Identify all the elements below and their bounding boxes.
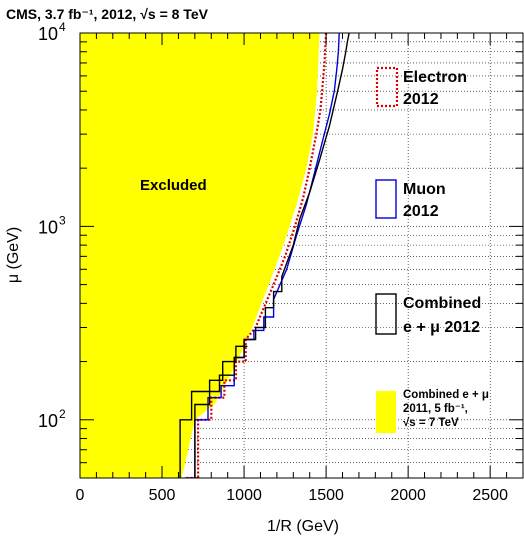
x-tick-label: 1500 — [308, 487, 344, 504]
series-line-muon — [185, 33, 340, 478]
series-line-combined — [194, 33, 350, 478]
y-tick-exponent: 4 — [59, 20, 66, 34]
legend-label-combined: Combined — [403, 295, 481, 312]
series-line-electron — [186, 33, 328, 478]
x-tick-label: 1000 — [226, 487, 262, 504]
legend-label-combined: e + μ 2012 — [403, 319, 480, 336]
legend-label-muon: Muon — [403, 181, 446, 198]
y-tick-exponent: 2 — [59, 407, 66, 421]
x-tick-label: 500 — [149, 487, 176, 504]
y-tick-label: 10 — [38, 217, 58, 237]
series-line-combined — [179, 345, 248, 478]
y-axis-label: μ (GeV) — [5, 227, 22, 283]
legend-swatch-electron — [375, 66, 399, 108]
x-axis-label: 1/R (GeV) — [267, 518, 339, 535]
y-tick-label: 10 — [38, 411, 58, 431]
chart-title: CMS, 3.7 fb⁻¹, 2012, √s = 8 TeV — [6, 6, 209, 22]
x-tick-label: 2500 — [472, 487, 508, 504]
legend-label-electron: Electron — [403, 69, 467, 86]
legend: Electron 2012 Muon 2012 Combined e + μ 2012 Co… — [375, 66, 489, 433]
x-tick-label: 2000 — [390, 487, 426, 504]
x-tick-label: 0 — [76, 487, 85, 504]
y-tick-label: 10 — [38, 24, 58, 44]
legend-label-2011: √s = 7 TeV — [403, 416, 459, 429]
legend-swatch-combined — [375, 293, 397, 335]
y-tick-exponent: 3 — [59, 213, 66, 227]
legend-label-muon: 2012 — [403, 203, 439, 220]
legend-swatch-muon — [375, 179, 397, 219]
legend-label-2011: 2011, 5 fb⁻¹, — [403, 403, 468, 415]
excluded-annotation: Excluded — [140, 177, 207, 194]
grid-lines — [80, 33, 523, 478]
exclusion-region-2011 — [80, 33, 320, 478]
legend-label-electron: 2012 — [403, 91, 439, 108]
legend-label-2011: Combined e + μ — [403, 389, 489, 401]
legend-swatch-2011 — [376, 391, 396, 433]
plot-frame — [79, 32, 524, 479]
